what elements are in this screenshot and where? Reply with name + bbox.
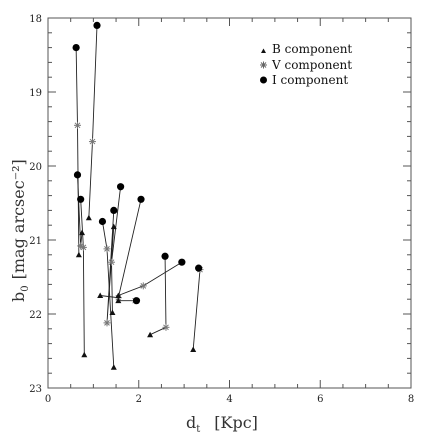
i-component-point — [137, 195, 145, 203]
v-component-point — [77, 242, 85, 250]
legend-label-b: B component — [272, 42, 352, 56]
galaxy-connector-line — [80, 199, 85, 355]
axis-ticks — [47, 17, 412, 389]
legend-star-icon — [260, 61, 267, 69]
data-markers — [72, 21, 204, 370]
b-component-point — [110, 223, 117, 230]
y-axis-subscript: 0 — [20, 285, 31, 291]
y-tick-label: 23 — [29, 384, 42, 395]
y-axis-unit: [mag arcsec⁻²] — [9, 159, 28, 279]
b-component-point — [81, 351, 88, 358]
v-component-point — [139, 282, 147, 290]
x-tick-label: 8 — [408, 394, 414, 405]
legend-item-b: B component — [261, 42, 352, 56]
i-component-point — [117, 183, 125, 191]
galaxy-connector-line — [118, 261, 183, 296]
b-component-point — [190, 346, 197, 353]
v-component-point — [103, 319, 111, 327]
galaxy-connector-line — [88, 25, 98, 218]
b-component-point — [75, 251, 82, 258]
x-tick-label: 0 — [45, 394, 51, 405]
i-component-point — [178, 258, 186, 266]
v-component-point — [73, 121, 81, 129]
b-component-point — [115, 297, 122, 304]
b-component-point — [79, 229, 86, 236]
connector-lines — [75, 25, 201, 368]
b-component-point — [97, 292, 104, 298]
y-axis-symbol: b — [9, 292, 28, 302]
legend-triangle-icon — [261, 48, 266, 53]
x-tick-label: 4 — [226, 394, 232, 405]
x-axis-subscript: t — [196, 424, 200, 435]
tick-labels: 0 2 4 6 8 18 19 20 21 22 23 — [29, 14, 414, 405]
i-component-point — [73, 171, 82, 179]
i-component-point — [132, 297, 141, 305]
b-component-point — [147, 331, 154, 338]
i-component-point — [72, 44, 80, 52]
i-component-point — [195, 264, 203, 272]
i-component-point — [161, 252, 169, 260]
y-tick-label: 19 — [29, 88, 42, 99]
legend-label-i: I component — [272, 73, 348, 87]
y-tick-label: 21 — [29, 236, 42, 247]
plot-area — [47, 17, 412, 389]
galaxy-connector-line — [192, 267, 201, 350]
i-component-point — [77, 195, 85, 203]
galaxy-connector-line — [75, 47, 80, 255]
legend: B component V component I component — [260, 42, 352, 87]
y-tick-label: 20 — [29, 162, 42, 173]
galaxy-connector-line — [149, 256, 167, 336]
legend-label-v: V component — [271, 58, 352, 72]
legend-item-v: V component — [260, 58, 352, 72]
y-tick-label: 22 — [29, 310, 42, 321]
legend-item-i: I component — [260, 73, 348, 87]
v-component-point — [108, 258, 116, 266]
x-axis-symbol: d — [186, 413, 196, 432]
i-component-point — [110, 206, 118, 214]
b-component-point — [110, 364, 117, 370]
b-component-point — [85, 214, 92, 221]
x-axis-unit: [Kpc] — [214, 413, 258, 432]
legend-circle-icon — [260, 76, 267, 84]
x-axis-title: dt [Kpc] — [186, 413, 258, 435]
v-component-point — [88, 138, 96, 146]
b-component-point — [115, 292, 122, 298]
i-component-point — [93, 21, 101, 29]
y-tick-label: 18 — [29, 14, 42, 25]
b-component-point — [109, 309, 116, 316]
i-component-point — [98, 217, 107, 226]
x-tick-label: 2 — [136, 394, 142, 405]
v-component-point — [103, 245, 111, 253]
y-axis-title: b0 [mag arcsec⁻²] — [9, 159, 31, 302]
x-tick-label: 6 — [317, 394, 323, 405]
v-component-point — [162, 323, 170, 331]
